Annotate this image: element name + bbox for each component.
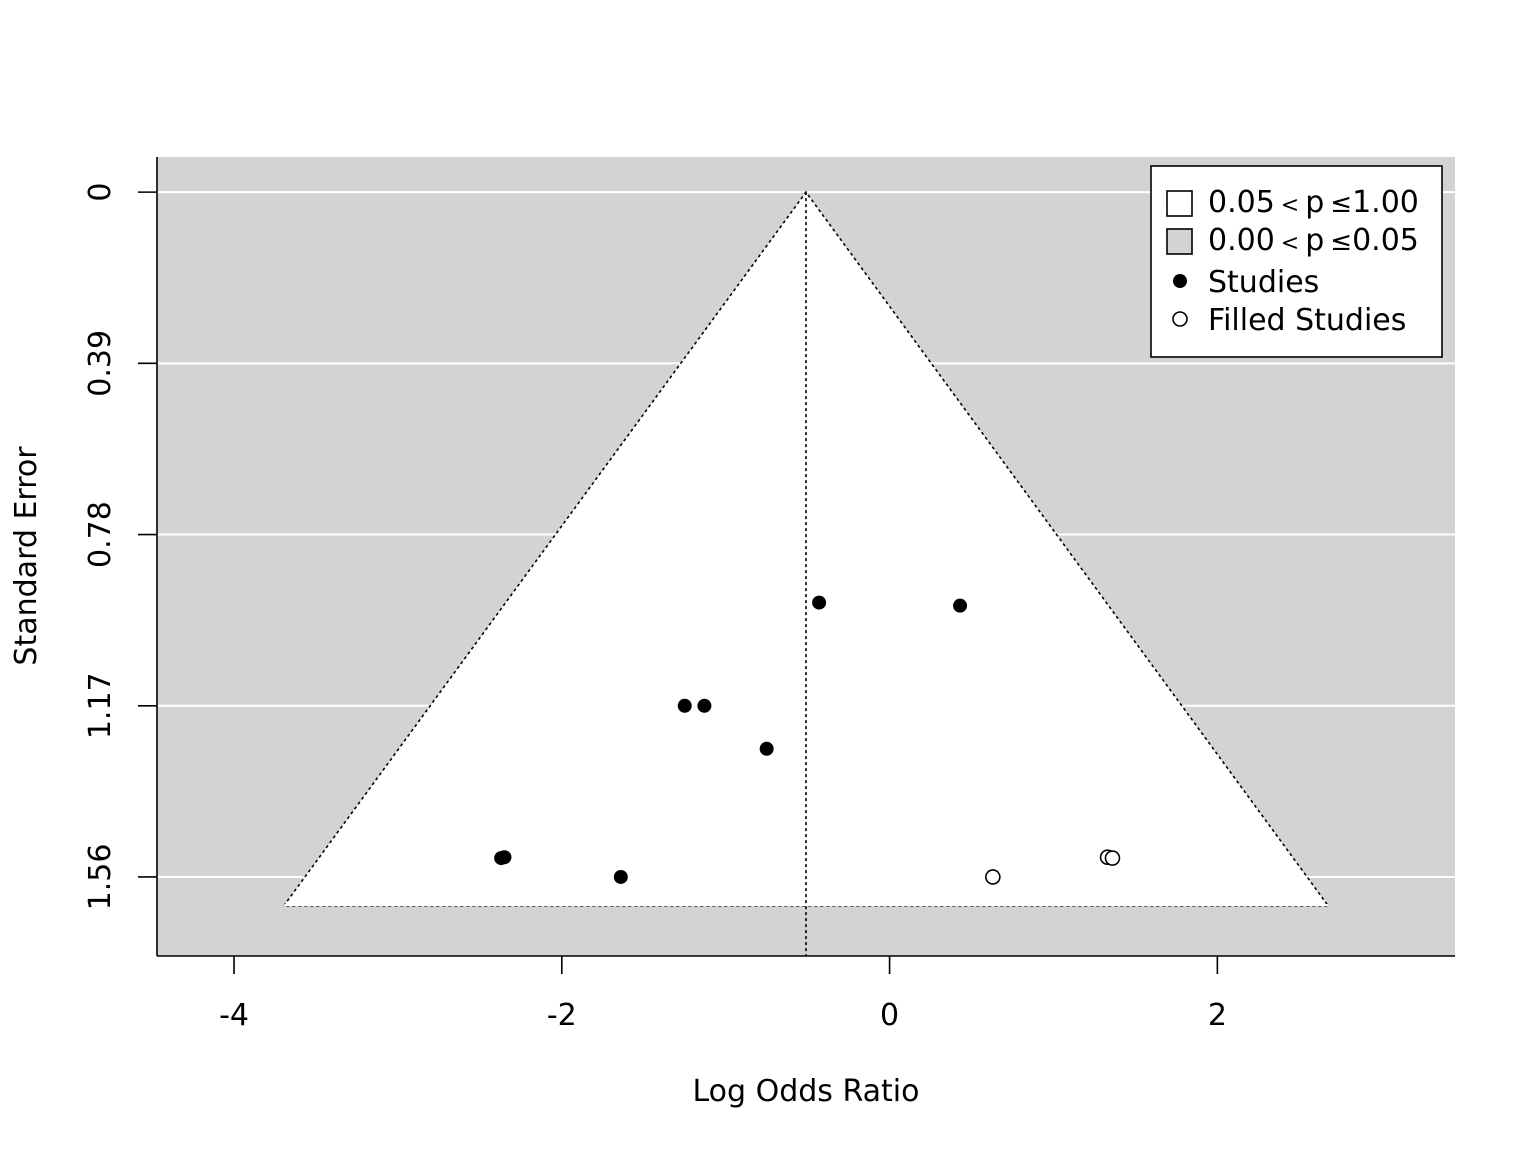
x-tick-label: 2: [1208, 998, 1227, 1033]
filled-study-point: [1104, 850, 1121, 866]
legend-marker-filled-circle: [1173, 274, 1187, 288]
y-tick-label: 1.56: [83, 844, 118, 911]
y-axis-label: Standard Error: [9, 446, 44, 666]
legend: 0.05 < p ≤1.00 0.00 < p ≤0.05 Studies Filled S…: [1150, 165, 1443, 358]
x-axis-label: Log Odds Ratio: [692, 1074, 919, 1109]
study-point: [677, 698, 692, 713]
study-point: [697, 698, 712, 713]
study-point: [953, 598, 968, 613]
x-axis-ticks: -4 -2 0 2: [219, 956, 1227, 1033]
x-tick-label: 0: [880, 998, 899, 1033]
legend-label-significant: 0.00 < p ≤0.05: [1208, 223, 1419, 258]
legend-label-filled-studies: Filled Studies: [1208, 303, 1406, 338]
y-tick-label: 0.78: [83, 501, 118, 568]
x-tick-label: -4: [219, 998, 249, 1033]
study-point: [759, 741, 774, 756]
y-axis-ticks: 0 0.39 0.78 1.17 1.56: [83, 183, 157, 911]
legend-marker-open-circle: [1172, 311, 1188, 327]
y-tick-label: 0.39: [83, 330, 118, 397]
legend-box: [1150, 165, 1443, 358]
legend-marker-gray-square: [1166, 228, 1193, 255]
study-point: [613, 869, 628, 884]
filled-study-point: [985, 869, 1001, 885]
study-point: [497, 850, 512, 865]
study-points: [494, 595, 1121, 885]
y-tick-label: 0: [83, 183, 118, 202]
study-point: [812, 595, 827, 610]
y-tick-label: 1.17: [83, 672, 118, 739]
legend-label-nonsignificant: 0.05 < p ≤1.00: [1208, 185, 1419, 220]
legend-label-studies: Studies: [1208, 265, 1319, 300]
x-tick-label: -2: [547, 998, 577, 1033]
legend-marker-white-square: [1166, 190, 1193, 217]
